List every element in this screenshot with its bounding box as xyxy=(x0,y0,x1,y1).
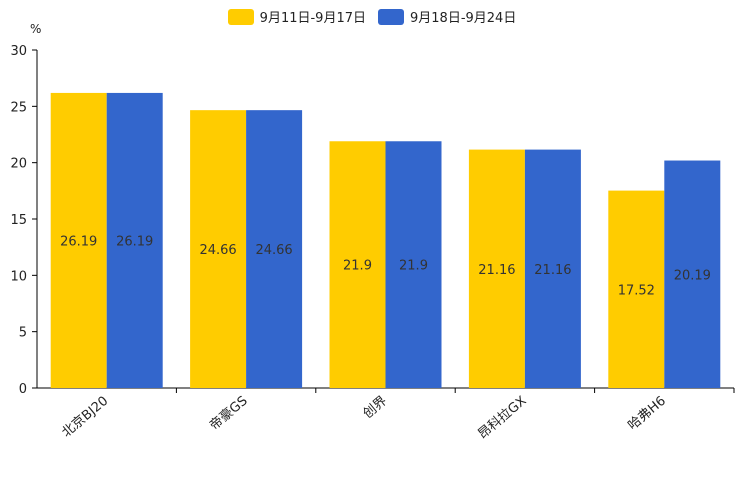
chart-legend: 9月11日-9月17日 9月18日-9月24日 xyxy=(0,7,744,26)
bar-1-2 xyxy=(190,110,247,388)
legend-swatch-series-1 xyxy=(227,8,254,25)
y-tick-label: 20 xyxy=(10,157,27,172)
bar-2-3 xyxy=(385,141,442,388)
data-label-2-2: 24.66 xyxy=(255,243,292,258)
bar-1-5 xyxy=(608,190,665,388)
x-tick-label: 帝豪GS xyxy=(206,393,250,434)
x-tick-label: 哈弗H6 xyxy=(625,394,668,434)
bar-2-2 xyxy=(246,110,303,388)
data-label-1-4: 21.16 xyxy=(478,263,515,278)
data-label-1-5: 17.52 xyxy=(618,283,655,298)
data-label-2-5: 20.19 xyxy=(674,268,711,283)
data-label-1-3: 21.9 xyxy=(343,259,372,274)
y-tick-label: 15 xyxy=(10,213,27,228)
data-label-1-1: 26.19 xyxy=(60,234,97,249)
legend-item-series-2[interactable]: 9月18日-9月24日 xyxy=(378,7,516,26)
y-axis-unit: % xyxy=(30,22,42,36)
data-label-2-4: 21.16 xyxy=(534,263,571,278)
bar-2-1 xyxy=(106,92,163,389)
y-tick-label: 10 xyxy=(10,269,27,284)
x-tick-label: 北京BJ20 xyxy=(59,394,111,441)
bar-2-5 xyxy=(664,160,721,388)
legend-label-series-1: 9月11日-9月17日 xyxy=(259,11,366,26)
y-tick-label: 0 xyxy=(19,382,27,397)
legend-item-series-1[interactable]: 9月11日-9月17日 xyxy=(227,7,366,26)
data-label-1-2: 24.66 xyxy=(199,243,236,258)
y-tick-label: 5 xyxy=(19,326,27,341)
bar-1-4 xyxy=(468,149,525,388)
y-tick-label: 25 xyxy=(10,100,27,115)
legend-label-series-2: 9月18日-9月24日 xyxy=(410,11,517,26)
bar-2-4 xyxy=(524,149,581,388)
y-tick-label: 30 xyxy=(10,44,27,59)
legend-swatch-series-2 xyxy=(378,8,404,25)
bar-1-3 xyxy=(329,141,386,388)
x-tick-label: 昂科拉GX xyxy=(475,394,529,443)
bar-1-1 xyxy=(50,92,107,389)
data-label-2-3: 21.9 xyxy=(399,259,428,274)
x-tick-label: 创界 xyxy=(361,394,391,422)
data-label-2-1: 26.19 xyxy=(116,234,153,249)
